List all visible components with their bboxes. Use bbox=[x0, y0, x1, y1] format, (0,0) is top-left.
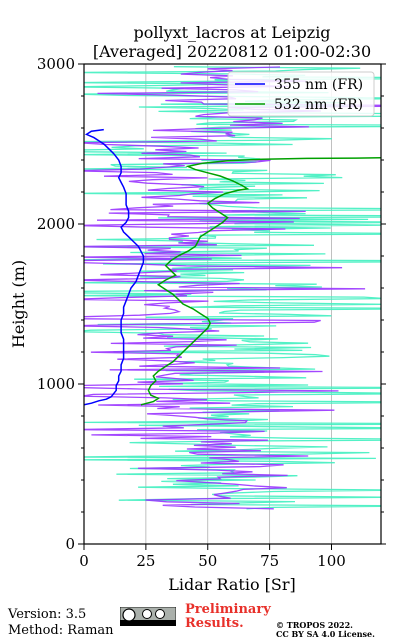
x-tick-label: 100 bbox=[317, 552, 346, 570]
series-line-0 bbox=[84, 128, 145, 406]
footer-info: Version: 3.5 Method: Raman bbox=[8, 607, 114, 639]
y-axis-label: Height (m) bbox=[9, 260, 28, 348]
y-tick-label: 0 bbox=[65, 535, 75, 553]
preliminary-notice: Preliminary Results. bbox=[185, 603, 271, 631]
preliminary-line-2: Results. bbox=[185, 616, 244, 631]
x-tick-label: 75 bbox=[260, 552, 279, 570]
x-tick-label: 25 bbox=[136, 552, 155, 570]
cc-license-logo bbox=[120, 607, 176, 626]
legend: 355 nm (FR) 532 nm (FR) bbox=[227, 71, 375, 117]
x-tick-label: 50 bbox=[198, 552, 217, 570]
chart-title: pollyxt_lacros at Leipzig bbox=[133, 23, 330, 42]
tropos-copyright: © TROPOS 2022. CC BY SA 4.0 License. bbox=[276, 621, 375, 639]
y-tick-label: 1000 bbox=[37, 375, 75, 393]
series-line-1 bbox=[140, 157, 381, 406]
tropos-line-2: CC BY SA 4.0 License. bbox=[276, 629, 375, 639]
y-tick-label: 3000 bbox=[37, 55, 75, 73]
x-tick-label: 0 bbox=[79, 552, 89, 570]
lidar-ratio-chart: pollyxt_lacros at Leipzig [Averaged] 202… bbox=[9, 23, 386, 594]
series-lines bbox=[84, 128, 381, 406]
noise-traces bbox=[84, 66, 381, 510]
noise-trace bbox=[84, 66, 381, 510]
method-text: Method: Raman bbox=[8, 623, 114, 638]
y-tick-label: 2000 bbox=[37, 215, 75, 233]
x-axis-label-text: Lidar Ratio [Sr] bbox=[168, 575, 296, 594]
chart-subtitle: [Averaged] 20220812 01:00-02:30 bbox=[93, 42, 371, 61]
tropos-line-1: © TROPOS 2022. bbox=[276, 620, 353, 630]
x-axis-label: Lidar Ratio [Sr] bbox=[168, 575, 296, 594]
legend-label-355: 355 nm (FR) bbox=[274, 77, 363, 93]
preliminary-line-1: Preliminary bbox=[185, 602, 271, 617]
plot-frame bbox=[83, 63, 382, 545]
version-text: Version: 3.5 bbox=[8, 607, 87, 622]
legend-label-532: 532 nm (FR) bbox=[274, 97, 363, 113]
legend-box bbox=[227, 71, 375, 117]
